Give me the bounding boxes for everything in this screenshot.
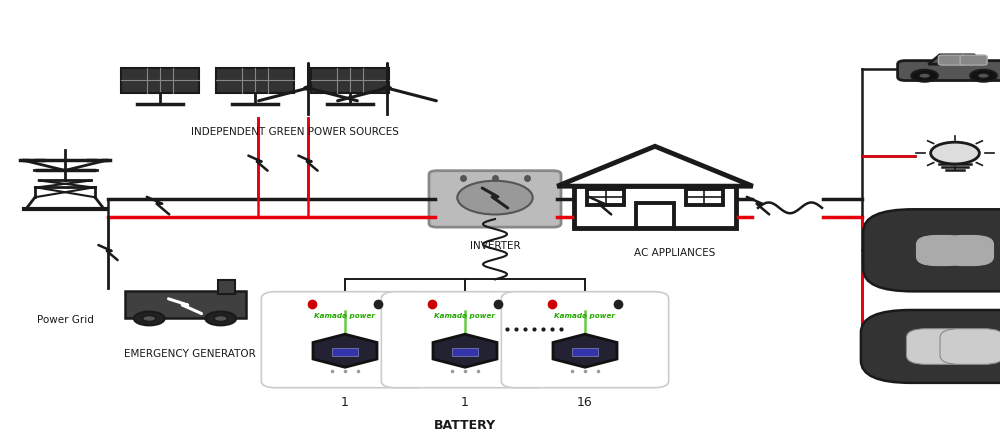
FancyBboxPatch shape [960, 55, 987, 65]
Polygon shape [433, 334, 497, 367]
Bar [574, 186, 736, 228]
FancyBboxPatch shape [501, 292, 669, 388]
Text: 16: 16 [577, 396, 593, 409]
Bar [587, 189, 624, 205]
Text: BATTERY: BATTERY [434, 419, 496, 432]
Polygon shape [553, 334, 617, 367]
Text: INVERTER: INVERTER [470, 241, 520, 251]
FancyBboxPatch shape [261, 292, 429, 388]
Bar [686, 189, 723, 205]
Bar [121, 67, 199, 93]
Bar [332, 348, 358, 356]
Circle shape [911, 70, 938, 82]
Bar [452, 348, 478, 356]
Circle shape [978, 73, 989, 78]
Bar [636, 203, 674, 228]
Text: Power Grid: Power Grid [37, 315, 93, 325]
Bar [216, 67, 294, 93]
Bar [218, 280, 234, 294]
Text: Kamada power: Kamada power [434, 313, 496, 319]
Bar [311, 67, 389, 93]
Text: Kamada power: Kamada power [314, 313, 376, 319]
Bar [572, 348, 598, 356]
Polygon shape [313, 334, 377, 367]
Circle shape [134, 312, 165, 325]
Polygon shape [557, 146, 753, 186]
Circle shape [214, 316, 227, 321]
FancyBboxPatch shape [898, 61, 1000, 80]
Circle shape [931, 142, 979, 164]
FancyBboxPatch shape [906, 329, 970, 364]
FancyBboxPatch shape [917, 236, 967, 266]
Circle shape [143, 316, 156, 321]
Text: 1: 1 [461, 396, 469, 409]
Text: 1: 1 [341, 396, 349, 409]
FancyBboxPatch shape [940, 329, 1000, 364]
Circle shape [970, 70, 997, 82]
FancyBboxPatch shape [938, 55, 965, 65]
Text: INDEPENDENT GREEN POWER SOURCES: INDEPENDENT GREEN POWER SOURCES [191, 127, 399, 137]
FancyBboxPatch shape [861, 310, 1000, 383]
Circle shape [304, 86, 312, 90]
Bar [124, 291, 246, 318]
Text: EMERGENCY GENERATOR: EMERGENCY GENERATOR [124, 349, 256, 358]
Polygon shape [928, 55, 985, 64]
Text: Kamada power: Kamada power [554, 313, 616, 319]
Circle shape [205, 312, 236, 325]
FancyBboxPatch shape [429, 171, 561, 227]
Text: AC APPLIANCES: AC APPLIANCES [634, 248, 716, 258]
Circle shape [919, 73, 930, 78]
Circle shape [383, 86, 391, 90]
FancyBboxPatch shape [863, 209, 1000, 291]
FancyBboxPatch shape [943, 236, 993, 266]
FancyBboxPatch shape [381, 292, 549, 388]
Circle shape [457, 181, 533, 215]
